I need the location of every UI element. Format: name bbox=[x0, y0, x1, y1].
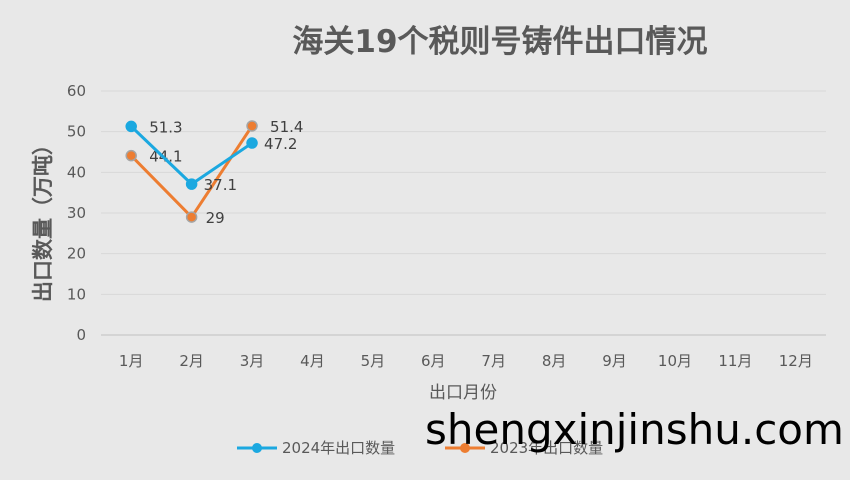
data-label: 37.1 bbox=[204, 176, 237, 194]
y-tick-label: 50 bbox=[67, 123, 86, 141]
data-point bbox=[125, 120, 137, 133]
data-label: 51.4 bbox=[270, 118, 303, 136]
legend-swatch-marker bbox=[460, 443, 470, 453]
y-axis-title: 出口数量（万吨） bbox=[31, 134, 55, 302]
x-tick-label: 5月 bbox=[361, 352, 386, 370]
data-label: 51.3 bbox=[149, 118, 182, 136]
x-tick-label: 9月 bbox=[602, 352, 627, 370]
legend-swatch-marker bbox=[252, 443, 262, 453]
y-tick-label: 20 bbox=[67, 245, 86, 263]
x-axis: 1月 2月 3月 4月 5月 6月 7月 8月 9月 10月 11月 12月 bbox=[119, 352, 813, 370]
watermark: shengxinjinshu.com bbox=[425, 405, 844, 454]
x-tick-label: 3月 bbox=[240, 352, 265, 370]
chart-title: 海关19个税则号铸件出口情况 bbox=[292, 24, 707, 60]
data-label: 47.2 bbox=[264, 135, 297, 153]
legend: 2024年出口数量 2023年出口数量 bbox=[237, 439, 603, 457]
y-tick-label: 60 bbox=[67, 82, 86, 100]
data-label: 29 bbox=[206, 209, 225, 227]
x-tick-label: 2月 bbox=[179, 352, 204, 370]
series-line bbox=[130, 125, 254, 219]
y-tick-label: 10 bbox=[67, 285, 86, 303]
y-tick-label: 30 bbox=[67, 204, 86, 222]
y-axis: 0 10 20 30 40 50 60 bbox=[67, 82, 86, 344]
x-tick-label: 11月 bbox=[718, 352, 752, 370]
x-tick-label: 8月 bbox=[542, 352, 567, 370]
x-tick-label: 10月 bbox=[658, 352, 692, 370]
data-point bbox=[185, 211, 198, 223]
x-tick-label: 1月 bbox=[119, 352, 144, 370]
x-tick-label: 12月 bbox=[779, 352, 813, 370]
data-point bbox=[125, 149, 137, 162]
y-tick-label: 0 bbox=[76, 326, 86, 344]
legend-label: 2024年出口数量 bbox=[282, 439, 395, 457]
legend-label: 2023年出口数量 bbox=[490, 439, 603, 457]
gridlines bbox=[101, 90, 826, 336]
y-tick-label: 40 bbox=[67, 163, 86, 181]
x-axis-title: 出口月份 bbox=[429, 383, 497, 403]
data-point bbox=[185, 178, 198, 190]
x-tick-label: 6月 bbox=[421, 352, 446, 370]
data-point bbox=[246, 137, 258, 149]
data-point bbox=[246, 120, 258, 132]
x-tick-label: 4月 bbox=[300, 352, 325, 370]
x-tick-label: 7月 bbox=[481, 352, 506, 370]
